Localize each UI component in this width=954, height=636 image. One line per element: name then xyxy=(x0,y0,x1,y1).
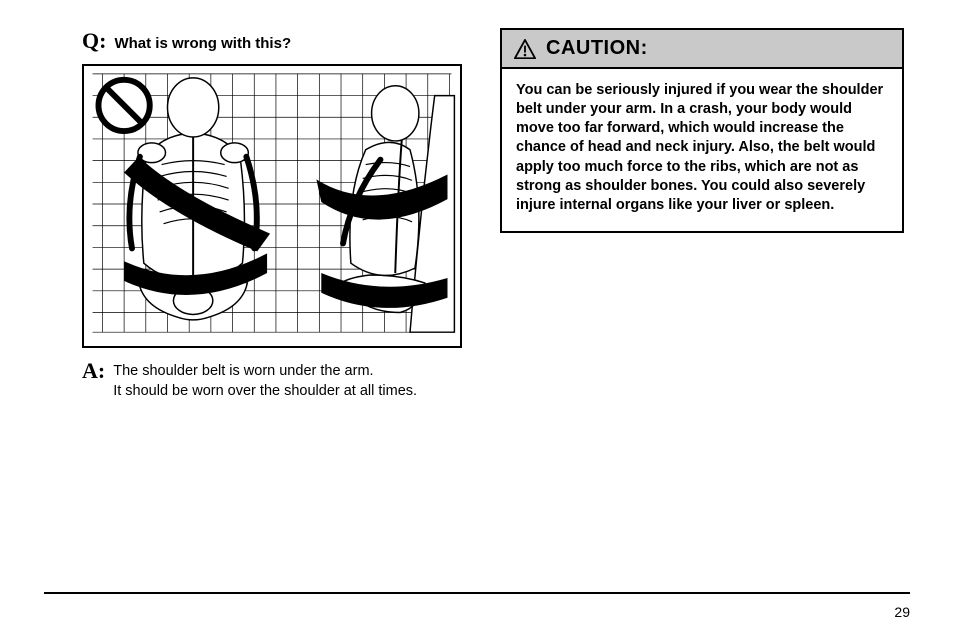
caution-label: CAUTION: xyxy=(546,37,648,60)
warning-triangle-icon xyxy=(514,39,536,59)
page-content: Q: What is wrong with this? xyxy=(44,28,910,401)
answer-text: The shoulder belt is worn under the arm.… xyxy=(113,362,417,401)
seatbelt-illustration xyxy=(84,66,460,346)
answer-line-1: The shoulder belt is worn under the arm. xyxy=(113,363,373,379)
right-column: CAUTION: You can be seriously injured if… xyxy=(500,28,910,233)
answer-letter: A: xyxy=(82,360,105,382)
answer-line-2: It should be worn over the shoulder at a… xyxy=(113,383,417,399)
answer-row: A: The shoulder belt is worn under the a… xyxy=(44,362,462,401)
caution-box: CAUTION: You can be seriously injured if… xyxy=(500,28,904,233)
left-column: Q: What is wrong with this? xyxy=(44,28,462,401)
question-letter: Q: xyxy=(82,28,106,54)
illustration-frame xyxy=(82,64,462,348)
caution-body: You can be seriously injured if you wear… xyxy=(502,69,902,231)
footer-rule xyxy=(44,592,910,594)
page-number: 29 xyxy=(894,604,910,620)
prohibition-icon xyxy=(98,80,149,131)
question-text: What is wrong with this? xyxy=(114,35,291,52)
question-row: Q: What is wrong with this? xyxy=(44,28,462,54)
caution-header: CAUTION: xyxy=(502,30,902,69)
